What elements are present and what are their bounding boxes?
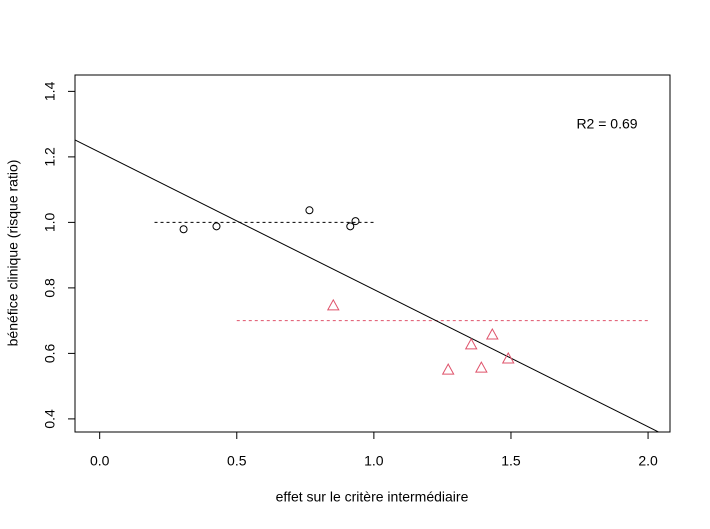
y-axis-label: bénéfice clinique (risque ratio) (5, 160, 21, 347)
point (501, 351, 515, 364)
y-tick-label: 1.4 (42, 81, 58, 101)
point (305, 206, 314, 215)
point (212, 222, 221, 231)
point (179, 225, 188, 234)
point (326, 298, 340, 311)
x-tick-label: 2.0 (638, 453, 658, 469)
y-tick-label: 0.6 (42, 343, 58, 363)
point (485, 328, 499, 340)
y-tick-label: 1.2 (42, 147, 58, 167)
x-tick-label: 1.5 (501, 453, 521, 469)
point (464, 337, 478, 350)
regression-line (75, 139, 660, 432)
x-tick-label: 0.5 (227, 453, 247, 469)
annotation: R2 = 0.69 (576, 116, 637, 132)
y-tick-label: 0.8 (42, 278, 58, 298)
point (441, 363, 455, 375)
point (351, 217, 360, 226)
y-tick-label: 1.0 (42, 212, 58, 232)
x-tick-label: 0.0 (90, 453, 110, 469)
y-tick-label: 0.4 (42, 409, 58, 429)
x-axis-label: effet sur le critère intermédiaire (276, 489, 469, 505)
point (475, 361, 488, 373)
x-tick-label: 1.0 (364, 453, 384, 469)
point (346, 222, 355, 231)
